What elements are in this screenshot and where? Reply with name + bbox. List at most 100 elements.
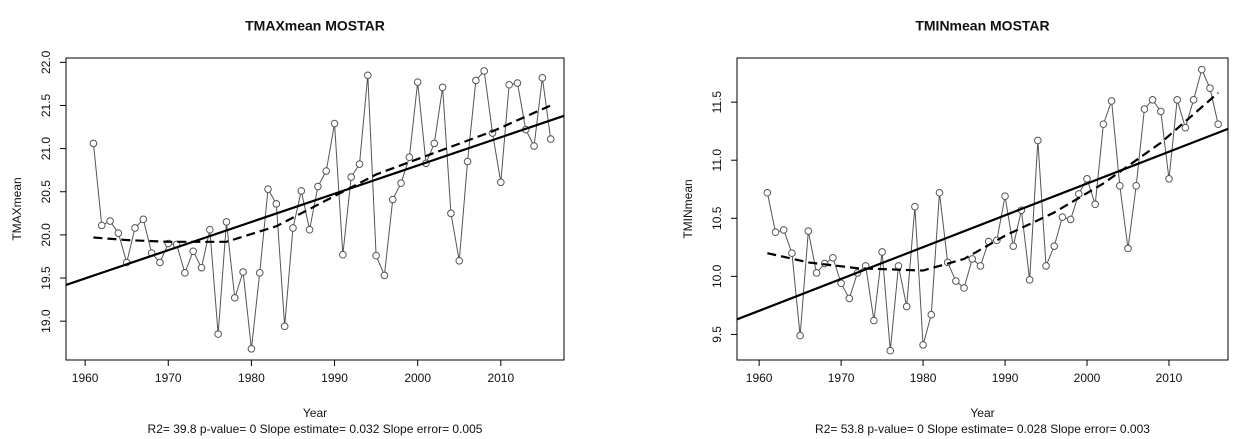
data-point <box>1075 190 1083 198</box>
loess-curve <box>93 104 552 243</box>
data-point <box>902 302 911 311</box>
data-point <box>530 142 538 150</box>
data-point <box>796 331 804 340</box>
trend-line <box>737 127 1228 321</box>
plot-frame <box>736 57 1229 361</box>
data-point <box>222 218 231 226</box>
data-point <box>239 268 247 276</box>
data-point <box>1189 96 1198 104</box>
data-point <box>255 269 264 277</box>
data-point <box>1099 120 1108 129</box>
data-point <box>870 316 878 325</box>
data-point <box>788 249 796 257</box>
data-point <box>804 227 813 235</box>
y-tick-label: 11.5 <box>710 91 724 114</box>
trend-line <box>66 114 564 286</box>
data-point <box>1034 136 1042 145</box>
data-point <box>513 79 522 87</box>
data-point <box>380 271 389 280</box>
data-point <box>455 256 464 265</box>
data-point <box>472 76 480 85</box>
data-point <box>1124 244 1132 253</box>
data-point <box>1083 175 1091 183</box>
chart-title: TMAXmean MOSTAR <box>245 18 385 34</box>
x-tick-label: 2010 <box>1156 371 1183 385</box>
series-line <box>766 68 1219 351</box>
chart: TMINmean MOSTAR Year R2= 53.8 p-value= 0 S… <box>681 18 1229 436</box>
data-point <box>886 346 895 355</box>
data-point <box>1091 200 1100 209</box>
data-point <box>156 258 164 267</box>
data-point <box>114 229 123 237</box>
data-point <box>97 221 106 230</box>
data-point <box>405 153 414 162</box>
data-point <box>480 67 488 75</box>
y-tick-label: 19.0 <box>39 309 53 333</box>
data-point <box>1197 65 1206 74</box>
data-point <box>289 224 297 232</box>
x-tick-label: 2000 <box>1074 371 1101 385</box>
data-point <box>447 209 455 218</box>
data-point <box>771 228 780 237</box>
x-tick-label: 1970 <box>155 371 182 385</box>
data-point <box>538 74 547 82</box>
data-point <box>305 225 314 234</box>
data-point <box>139 215 148 224</box>
data-point <box>197 263 206 272</box>
data-point <box>89 139 98 148</box>
data-point <box>1173 96 1181 104</box>
data-point <box>438 83 447 92</box>
data-point <box>330 119 339 128</box>
x-tick-label: 1990 <box>992 371 1019 385</box>
data-point <box>919 341 927 349</box>
data-point <box>546 135 555 143</box>
data-point <box>372 251 380 260</box>
data-point <box>845 294 854 303</box>
stats-note: R2= 39.8 p-value= 0 Slope estimate= 0.03… <box>148 422 483 436</box>
x-tick-label: 1990 <box>321 371 348 385</box>
chart-title: TMINmean MOSTAR <box>915 18 1049 34</box>
y-tick-label: 20.0 <box>39 223 53 247</box>
data-point <box>1066 215 1075 224</box>
plot-area <box>737 65 1228 355</box>
x-axis-label: Year <box>303 406 327 420</box>
data-point <box>1148 96 1157 104</box>
x-tick-label: 1960 <box>72 371 99 385</box>
data-point <box>968 255 977 263</box>
data-point <box>927 310 936 319</box>
data-point <box>911 202 919 211</box>
data-point <box>106 217 114 225</box>
data-point <box>1165 175 1173 183</box>
y-tick-label: 22.0 <box>39 50 53 74</box>
data-point <box>413 78 422 86</box>
data-point <box>347 173 355 181</box>
x-tick-label: 1970 <box>828 371 855 385</box>
y-axis-label: TMAXmean <box>10 177 24 240</box>
x-tick-label: 1980 <box>910 371 937 385</box>
loess-curve <box>767 92 1219 272</box>
data-point <box>189 247 198 256</box>
data-point <box>894 262 903 270</box>
data-point <box>1206 84 1214 92</box>
data-point <box>952 277 960 285</box>
y-tick-label: 9.5 <box>710 326 724 343</box>
data-point <box>272 200 281 208</box>
x-tick-label: 2000 <box>404 371 431 385</box>
data-point <box>297 187 306 195</box>
data-point <box>878 248 886 256</box>
data-point <box>322 167 331 175</box>
data-point <box>1001 192 1009 201</box>
data-point <box>131 224 139 232</box>
data-point <box>1042 262 1050 270</box>
data-point <box>935 188 944 197</box>
data-point <box>1058 213 1067 221</box>
x-tick-label: 2010 <box>487 371 514 385</box>
y-tick-label: 11.0 <box>710 149 724 172</box>
data-point <box>230 294 239 302</box>
data-point <box>1115 181 1124 190</box>
data-point <box>1050 242 1059 250</box>
data-point <box>505 80 513 89</box>
y-tick-label: 10.0 <box>710 264 724 288</box>
y-tick-label: 21.5 <box>39 93 53 117</box>
data-point <box>1132 181 1140 190</box>
